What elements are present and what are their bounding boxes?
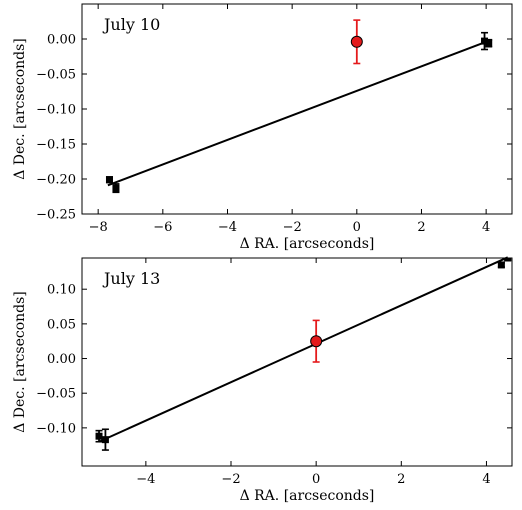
x-tick-label: −4 (218, 220, 237, 235)
x-tick-label: 4 (482, 220, 490, 235)
y-tick-label: −0.05 (36, 387, 76, 402)
panel-july-10: −8 −6 −4 −2 0 2 4 −0.25 −0.20 −0.15 −0.10 −0.05 0.00… (12, 3, 513, 252)
x-tick-label: −4 (136, 472, 155, 487)
data-points (105, 19, 493, 194)
y-tick-label: −0.10 (36, 103, 76, 118)
axes-frame (81, 257, 513, 467)
x-tick-label: 4 (482, 472, 490, 487)
data-point-square (485, 39, 493, 47)
y-tick-label: −0.15 (36, 138, 76, 153)
x-tick-label: 0 (312, 472, 320, 487)
x-tick-label: 0 (353, 220, 361, 235)
x-tick-label: −8 (89, 220, 108, 235)
data-point-square (504, 258, 512, 262)
y-tick-label: −0.05 (36, 68, 76, 83)
y-axis-label: Δ Dec. [arcseconds] (12, 291, 28, 433)
panel-title: July 13 (102, 269, 160, 288)
y-tick-label: 0.00 (47, 352, 76, 367)
x-tick-label: −2 (221, 472, 240, 487)
axes-frame (81, 3, 513, 215)
x-axis-label: Δ RA. [arcseconds] (240, 236, 375, 252)
y-tick-label: 0.10 (47, 283, 76, 298)
data-point-square (497, 261, 505, 269)
x-tick-label: 2 (417, 220, 425, 235)
data-point-square (481, 37, 489, 45)
y-tick-label: −0.25 (36, 208, 76, 223)
data-point-circle (310, 335, 323, 348)
data-point-square (105, 176, 113, 184)
y-tick-label: −0.20 (36, 173, 76, 188)
y-axis-label: Δ Dec. [arcseconds] (12, 38, 28, 180)
panel-title: July 10 (102, 15, 160, 34)
data-point-square (112, 184, 120, 192)
data-point-square (101, 436, 109, 444)
fit-line (107, 40, 487, 187)
x-tick-label: 2 (397, 472, 405, 487)
fit-line (98, 256, 509, 443)
panel-july-13: −4 −2 0 2 4 −0.10 −0.05 0.00 0.05 0.10 Δ RA. [arcs… (12, 256, 513, 504)
data-point-circle (350, 35, 363, 48)
y-tick-label: −0.10 (36, 421, 76, 436)
x-axis-label: Δ RA. [arcseconds] (240, 488, 375, 504)
y-tick-label: 0.00 (47, 33, 76, 48)
y-tick-label: 0.05 (47, 317, 76, 332)
x-tick-label: −6 (153, 220, 172, 235)
x-tick-label: −2 (283, 220, 302, 235)
data-points (95, 258, 512, 451)
data-point-square (95, 432, 103, 440)
